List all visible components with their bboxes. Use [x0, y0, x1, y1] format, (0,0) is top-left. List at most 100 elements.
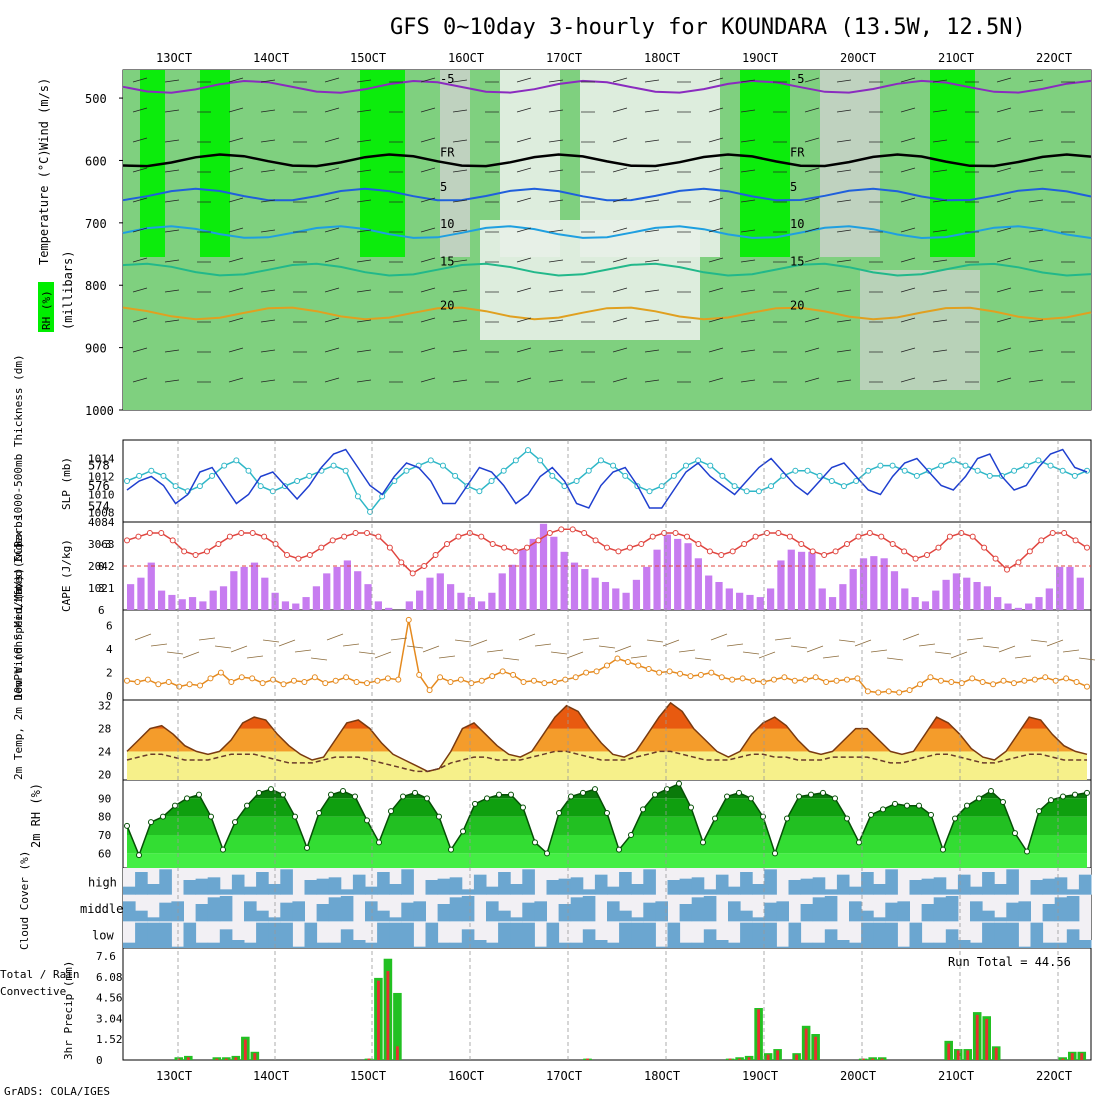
cape-bar	[281, 601, 290, 610]
cloud-cell	[970, 901, 983, 922]
wind-barb	[996, 107, 1012, 113]
wind-barb-10m	[950, 651, 968, 659]
cloud-cell	[1042, 942, 1056, 948]
cape-tick-3063: 3063	[88, 538, 115, 551]
wind-barb	[1028, 349, 1044, 353]
wind-barb	[932, 79, 948, 83]
cloud-cell	[461, 929, 475, 948]
cloud-cell	[885, 922, 898, 948]
wind-speed-line-point	[384, 675, 391, 682]
cape-bar	[261, 577, 269, 610]
thickness-line-point	[853, 478, 860, 484]
cape-bar	[797, 551, 806, 610]
wind-barb	[900, 377, 916, 383]
wind-barb	[228, 137, 244, 143]
cloud-cell	[715, 940, 729, 948]
grey-patch	[860, 270, 980, 390]
lifted-line-point	[238, 530, 245, 536]
lifted-line-point	[364, 530, 370, 536]
thickness-line-point	[427, 457, 434, 464]
lifted-line-point	[158, 530, 165, 536]
cape-bar	[508, 564, 517, 610]
cloud-cell	[594, 874, 608, 895]
top-tick-14OCT: 14OCT	[253, 51, 289, 65]
wind-barb	[548, 259, 564, 263]
lifted-line-point	[798, 541, 805, 547]
cape-bar	[550, 536, 558, 610]
cape-bar	[901, 588, 909, 610]
cloud-cell	[631, 884, 644, 895]
thickness-line-point	[816, 472, 823, 479]
cape-bar	[137, 577, 145, 610]
cloud-cell	[183, 880, 197, 895]
lifted-line-point	[295, 555, 302, 562]
rh-line-point	[460, 828, 466, 835]
cloud-cell	[728, 886, 741, 895]
wind-barb-10m	[534, 643, 552, 647]
wind-speed-line-point	[447, 678, 454, 685]
wind-barb	[900, 107, 916, 113]
wind-barb	[228, 107, 244, 113]
wind-barb	[420, 167, 436, 173]
lifted-line-point	[786, 533, 793, 540]
wind-speed-line-point	[1073, 678, 1080, 685]
precip-conv-bar	[1061, 1058, 1065, 1060]
cape-bar	[911, 597, 919, 610]
lifted-line-point	[1038, 537, 1045, 544]
rh-line-point	[1048, 797, 1054, 804]
cape-bar	[467, 597, 475, 610]
wind-barb	[612, 227, 628, 233]
precip-conv-bar	[586, 1058, 589, 1060]
cloud-cell	[219, 929, 233, 948]
wind-speed-line-point	[489, 673, 496, 680]
grid-lines	[177, 440, 1059, 1060]
cloud-cell	[619, 922, 632, 948]
wind-speed-line-point	[1031, 676, 1038, 683]
precip-conv-bar	[975, 1014, 979, 1060]
lifted-line-point	[375, 533, 382, 540]
wind-barb	[324, 287, 340, 293]
cloud-cell	[945, 896, 959, 922]
thickness-line-point	[743, 488, 750, 495]
wind-barb	[452, 259, 468, 263]
wind-speed-line-point	[969, 675, 976, 682]
pressure-tick-700: 700	[85, 217, 107, 231]
rh-band-4	[127, 853, 1087, 868]
isotherm-label2-5: 5	[790, 180, 797, 194]
wind-barb-10m	[902, 633, 920, 641]
wind-barb	[356, 319, 372, 323]
wind-speed-line-point	[395, 676, 402, 683]
temp-tick-20: 20	[98, 768, 111, 781]
rh-band-3	[127, 835, 1087, 854]
cape-bar	[973, 581, 981, 610]
label-wind10m: 10m Wind Speed (m/s) & Barbs	[12, 515, 25, 700]
lifted-line-point	[455, 533, 462, 540]
cloud-cell	[534, 946, 547, 948]
cape-bar	[921, 601, 930, 610]
rh-line-point	[1012, 830, 1018, 837]
cape-bar	[601, 581, 610, 610]
thickness-tick-576: 576	[88, 479, 110, 493]
rh-tick-70: 70	[98, 829, 111, 842]
wind-speed-line-point	[927, 674, 934, 681]
lifted-line-point	[775, 530, 782, 536]
wind-barb	[228, 197, 244, 203]
cape-bar	[168, 594, 176, 610]
wind-barb	[612, 167, 628, 173]
cloud-cell	[788, 880, 802, 895]
cloud-cell	[861, 910, 874, 922]
cloud-cell	[486, 886, 499, 895]
rh-line-point	[916, 802, 922, 809]
thickness-line-point	[196, 483, 203, 490]
lifted-line-point	[341, 533, 348, 540]
wind-barb	[324, 77, 340, 83]
thickness-line-point	[1071, 472, 1078, 479]
cloud-cell	[824, 896, 838, 922]
rh-line-point	[244, 802, 250, 809]
rh-line-point	[364, 817, 370, 824]
cloud-cell	[994, 884, 1007, 895]
wind-barb	[900, 287, 916, 293]
wind-barb	[228, 287, 244, 293]
wind-barb	[708, 257, 724, 263]
rh-line-point	[136, 852, 142, 859]
